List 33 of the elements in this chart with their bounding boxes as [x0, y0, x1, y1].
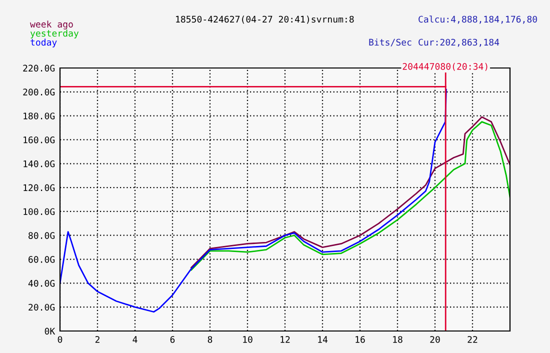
y-tick-label: 100.0G: [24, 208, 55, 216]
text: Calcu:4,888,184,176,80: [418, 16, 537, 24]
y-tick-label: 0K: [44, 328, 56, 335]
y-tick-label: 180.0G: [24, 112, 55, 120]
x-tick-label: 16: [356, 336, 365, 343]
x-tick-label: 6: [170, 336, 175, 343]
text: Bits/Sec: [369, 38, 412, 46]
x-tick-label: 4: [132, 336, 138, 343]
y-tick-label: 200.0G: [23, 88, 55, 96]
text: today: [30, 38, 57, 48]
y-tick-label: 60.0G: [28, 256, 55, 263]
y-tick-label: 80.0G: [28, 232, 55, 239]
x-tick-label: 18: [393, 336, 402, 343]
x-tick-label: 8: [208, 336, 212, 343]
text: Cur:202,863,184: [418, 38, 500, 47]
x-tick-label: 22: [468, 336, 478, 343]
x-tick-label: 0: [58, 336, 62, 343]
chart-title: 18550-424627(04-27 20:41)svrnum:8: [176, 16, 354, 24]
y-tick-label: 40.0G: [28, 280, 55, 287]
y-tick-label: 140.0G: [24, 160, 55, 168]
x-tick-label: 14: [318, 336, 328, 343]
x-tick-label: 20: [430, 336, 440, 343]
text: yesterday: [30, 30, 79, 38]
y-tick-label: 20.0G: [28, 304, 55, 311]
line-series: [60, 88, 447, 313]
x-tick-label: 2: [95, 336, 100, 343]
y-tick-label: 220.0G: [23, 64, 55, 72]
y-tick-label: 160.0G: [24, 136, 55, 144]
y-tick-label: 120.0G: [24, 184, 55, 192]
x-tick-label: 10: [243, 336, 252, 343]
annotation: 204447080(20:34): [402, 62, 488, 71]
text: week ago: [30, 20, 73, 30]
x-tick-label: 12: [280, 336, 290, 343]
